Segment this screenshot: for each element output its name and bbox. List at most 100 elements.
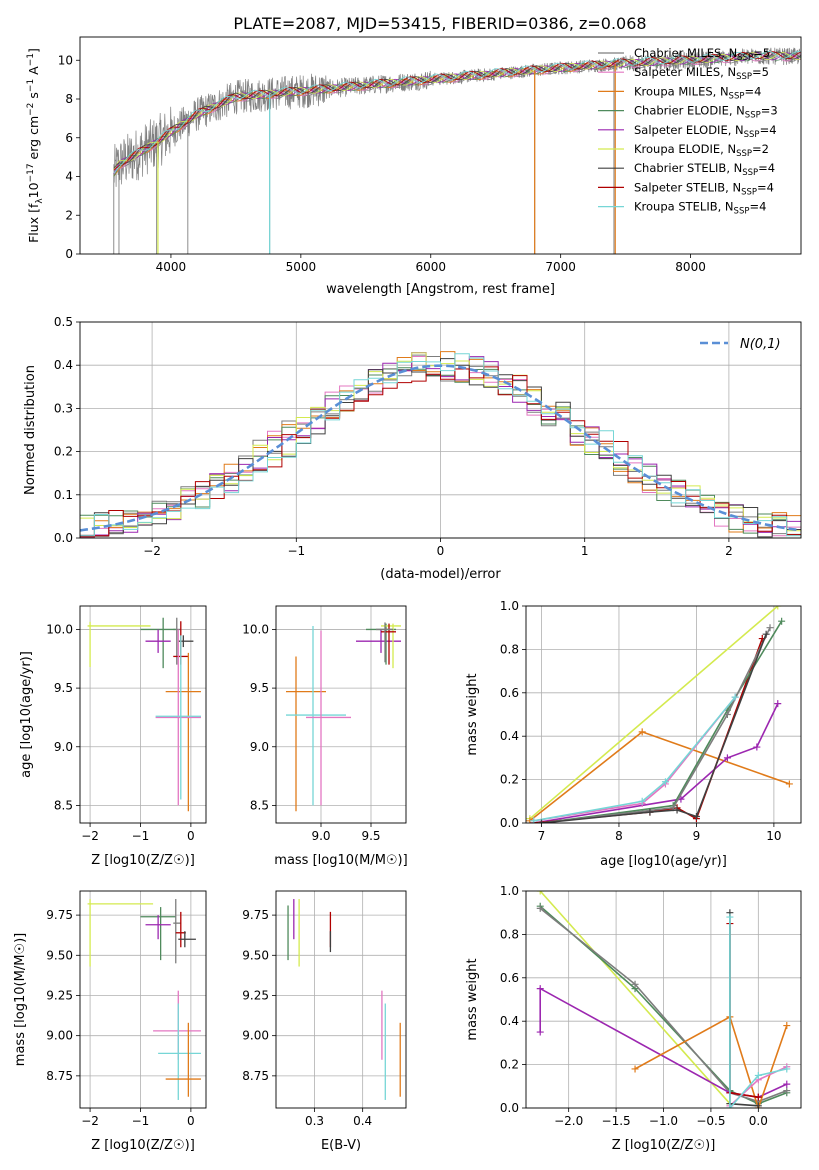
y-tick-label: 8.75 <box>242 1069 269 1083</box>
x-tick-label: −1 <box>132 1114 150 1128</box>
model-spectrum <box>113 50 801 174</box>
y-label-part: ] <box>26 48 41 53</box>
axes-frame <box>525 605 802 824</box>
axes-frame <box>79 605 207 824</box>
legend-label: Chabrier ELODIE, NSSP=3 <box>634 104 778 121</box>
legend-count: =5 <box>753 46 770 60</box>
axes-frame <box>275 890 407 1109</box>
legend-label: Chabrier STELIB, NSSP=4 <box>634 161 775 178</box>
weight-line <box>541 627 771 823</box>
x-tick-label: 1 <box>581 544 589 558</box>
y-label-part: −2 <box>26 103 36 116</box>
x-tick-label: 0.3 <box>305 1114 324 1128</box>
mass-vs-extinction-panel: 0.3 0.4 8.75 9.00 9.25 9.50 9.75 E(B-V) <box>242 890 407 1153</box>
legend-model: Salpeter STELIB, N <box>634 180 741 194</box>
legend-label: Salpeter MILES, NSSP=5 <box>634 65 769 82</box>
x-axis-label: Z [log10(Z/Z☉)] <box>91 853 195 868</box>
weight-line <box>533 638 764 823</box>
weight-marker <box>536 1028 544 1036</box>
x-tick-label: −2.0 <box>554 1114 583 1128</box>
weight-marker <box>766 624 774 632</box>
y-tick-label: 9.50 <box>242 948 269 962</box>
weight-marker <box>631 1065 639 1073</box>
legend-label: Kroupa MILES, NSSP=4 <box>634 84 761 101</box>
weight-marker <box>754 1071 762 1079</box>
y-tick-label: 4 <box>65 170 73 184</box>
x-tick-label: −1 <box>132 829 150 843</box>
x-axis-label: mass [log10(M/M☉)] <box>274 853 407 868</box>
weight-marker <box>537 819 545 823</box>
legend-subscript: SSP <box>729 91 745 101</box>
weight-marker <box>783 1087 791 1095</box>
y-tick-label: 9.5 <box>250 681 269 695</box>
y-tick-label: 8 <box>65 92 73 106</box>
weight-marker <box>638 797 646 805</box>
weight-marker <box>673 806 681 814</box>
y-axis-label: mass weight <box>465 958 480 1040</box>
y-tick-label: 0.8 <box>500 642 519 656</box>
x-tick-label: −2 <box>81 829 99 843</box>
legend-model: Chabrier MILES, N <box>634 46 737 60</box>
histogram-step <box>80 366 801 538</box>
x-tick-label: 10 <box>766 829 781 843</box>
x-tick-label: −0.5 <box>696 1114 725 1128</box>
y-tick-label: 9.0 <box>54 740 73 754</box>
weight-marker <box>536 904 544 912</box>
plot-area <box>536 891 791 1108</box>
x-tick-label: −1.0 <box>649 1114 678 1128</box>
weight-marker <box>638 728 646 736</box>
legend-count: =4 <box>757 180 774 194</box>
weight-marker <box>783 1022 791 1030</box>
residual-histogram-panel: −2 −1 0 1 2 0.0 0.1 0.2 0.3 0.4 0.5 (data-model)/er… <box>23 315 802 582</box>
y-label-part: erg cm <box>26 116 41 164</box>
y-tick-label: 0.0 <box>500 1101 519 1115</box>
y-tick-label: 0.2 <box>500 1058 519 1072</box>
weight-line <box>539 891 731 1105</box>
legend-subscript: SSP <box>737 53 753 63</box>
spectrum-panel: 4000 5000 6000 7000 8000 0 2 4 6 8 10 wavelength [A… <box>26 36 802 297</box>
legend-model: Salpeter MILES, N <box>634 65 736 79</box>
legend-count: =5 <box>752 65 769 79</box>
age-vs-mass-panel: 9.0 9.5 8.5 9.0 9.5 10.0 mass [log10(M/M☉)] <box>242 605 408 868</box>
legend-model: Kroupa ELODIE, N <box>634 142 736 156</box>
y-label-part: −1 <box>26 79 36 92</box>
y-label-part: λ <box>35 198 45 204</box>
plot-area <box>87 899 201 1100</box>
axes-frame <box>79 890 207 1109</box>
legend-model: Salpeter ELODIE, N <box>634 123 744 137</box>
weight-marker <box>731 693 739 701</box>
y-label-part: A <box>26 66 41 79</box>
x-axis-label: (data-model)/error <box>380 567 501 582</box>
x-tick-label: 0.4 <box>353 1114 372 1128</box>
x-tick-label: −1 <box>287 544 305 558</box>
y-tick-label: 0.0 <box>500 816 519 830</box>
weight-marker <box>536 985 544 993</box>
weight-marker <box>754 1102 762 1108</box>
y-axis-label: Normed distribution <box>23 365 38 495</box>
x-tick-label: 0 <box>187 1114 195 1128</box>
x-axis-label: Z [log10(Z/Z☉)] <box>91 1138 195 1153</box>
weight-marker <box>783 1065 791 1073</box>
axes-frame <box>79 321 802 539</box>
mass-weight-vs-age-panel: 7 8 9 10 0.0 0.2 0.4 0.6 0.8 1.0 age [log10(age/yr… <box>465 599 802 869</box>
weight-marker <box>661 778 669 786</box>
weight-marker <box>692 812 700 820</box>
axes-frame <box>275 605 407 824</box>
plot-area <box>113 47 801 254</box>
x-tick-label: 9.5 <box>361 829 380 843</box>
y-tick-label: 9.25 <box>242 988 269 1002</box>
y-tick-label: 0.8 <box>500 927 519 941</box>
age-vs-metallicity-panel: −2 −1 0 8.5 9.0 9.5 10.0 Z [log10(Z/Z☉)] age [lo… <box>19 605 207 868</box>
normal-reference-curve <box>80 364 799 532</box>
plot-area <box>287 899 401 1100</box>
weight-marker <box>723 711 731 718</box>
x-axis-label: Z [log10(Z/Z☉)] <box>612 1138 716 1153</box>
legend-subscript: SSP <box>736 149 752 159</box>
weight-marker <box>631 980 639 988</box>
x-tick-label: 4000 <box>156 260 187 274</box>
legend-model: Chabrier ELODIE, N <box>634 104 745 118</box>
x-tick-label: 5000 <box>286 260 317 274</box>
model-spectrum <box>113 51 801 171</box>
legend-count: =4 <box>749 200 766 214</box>
